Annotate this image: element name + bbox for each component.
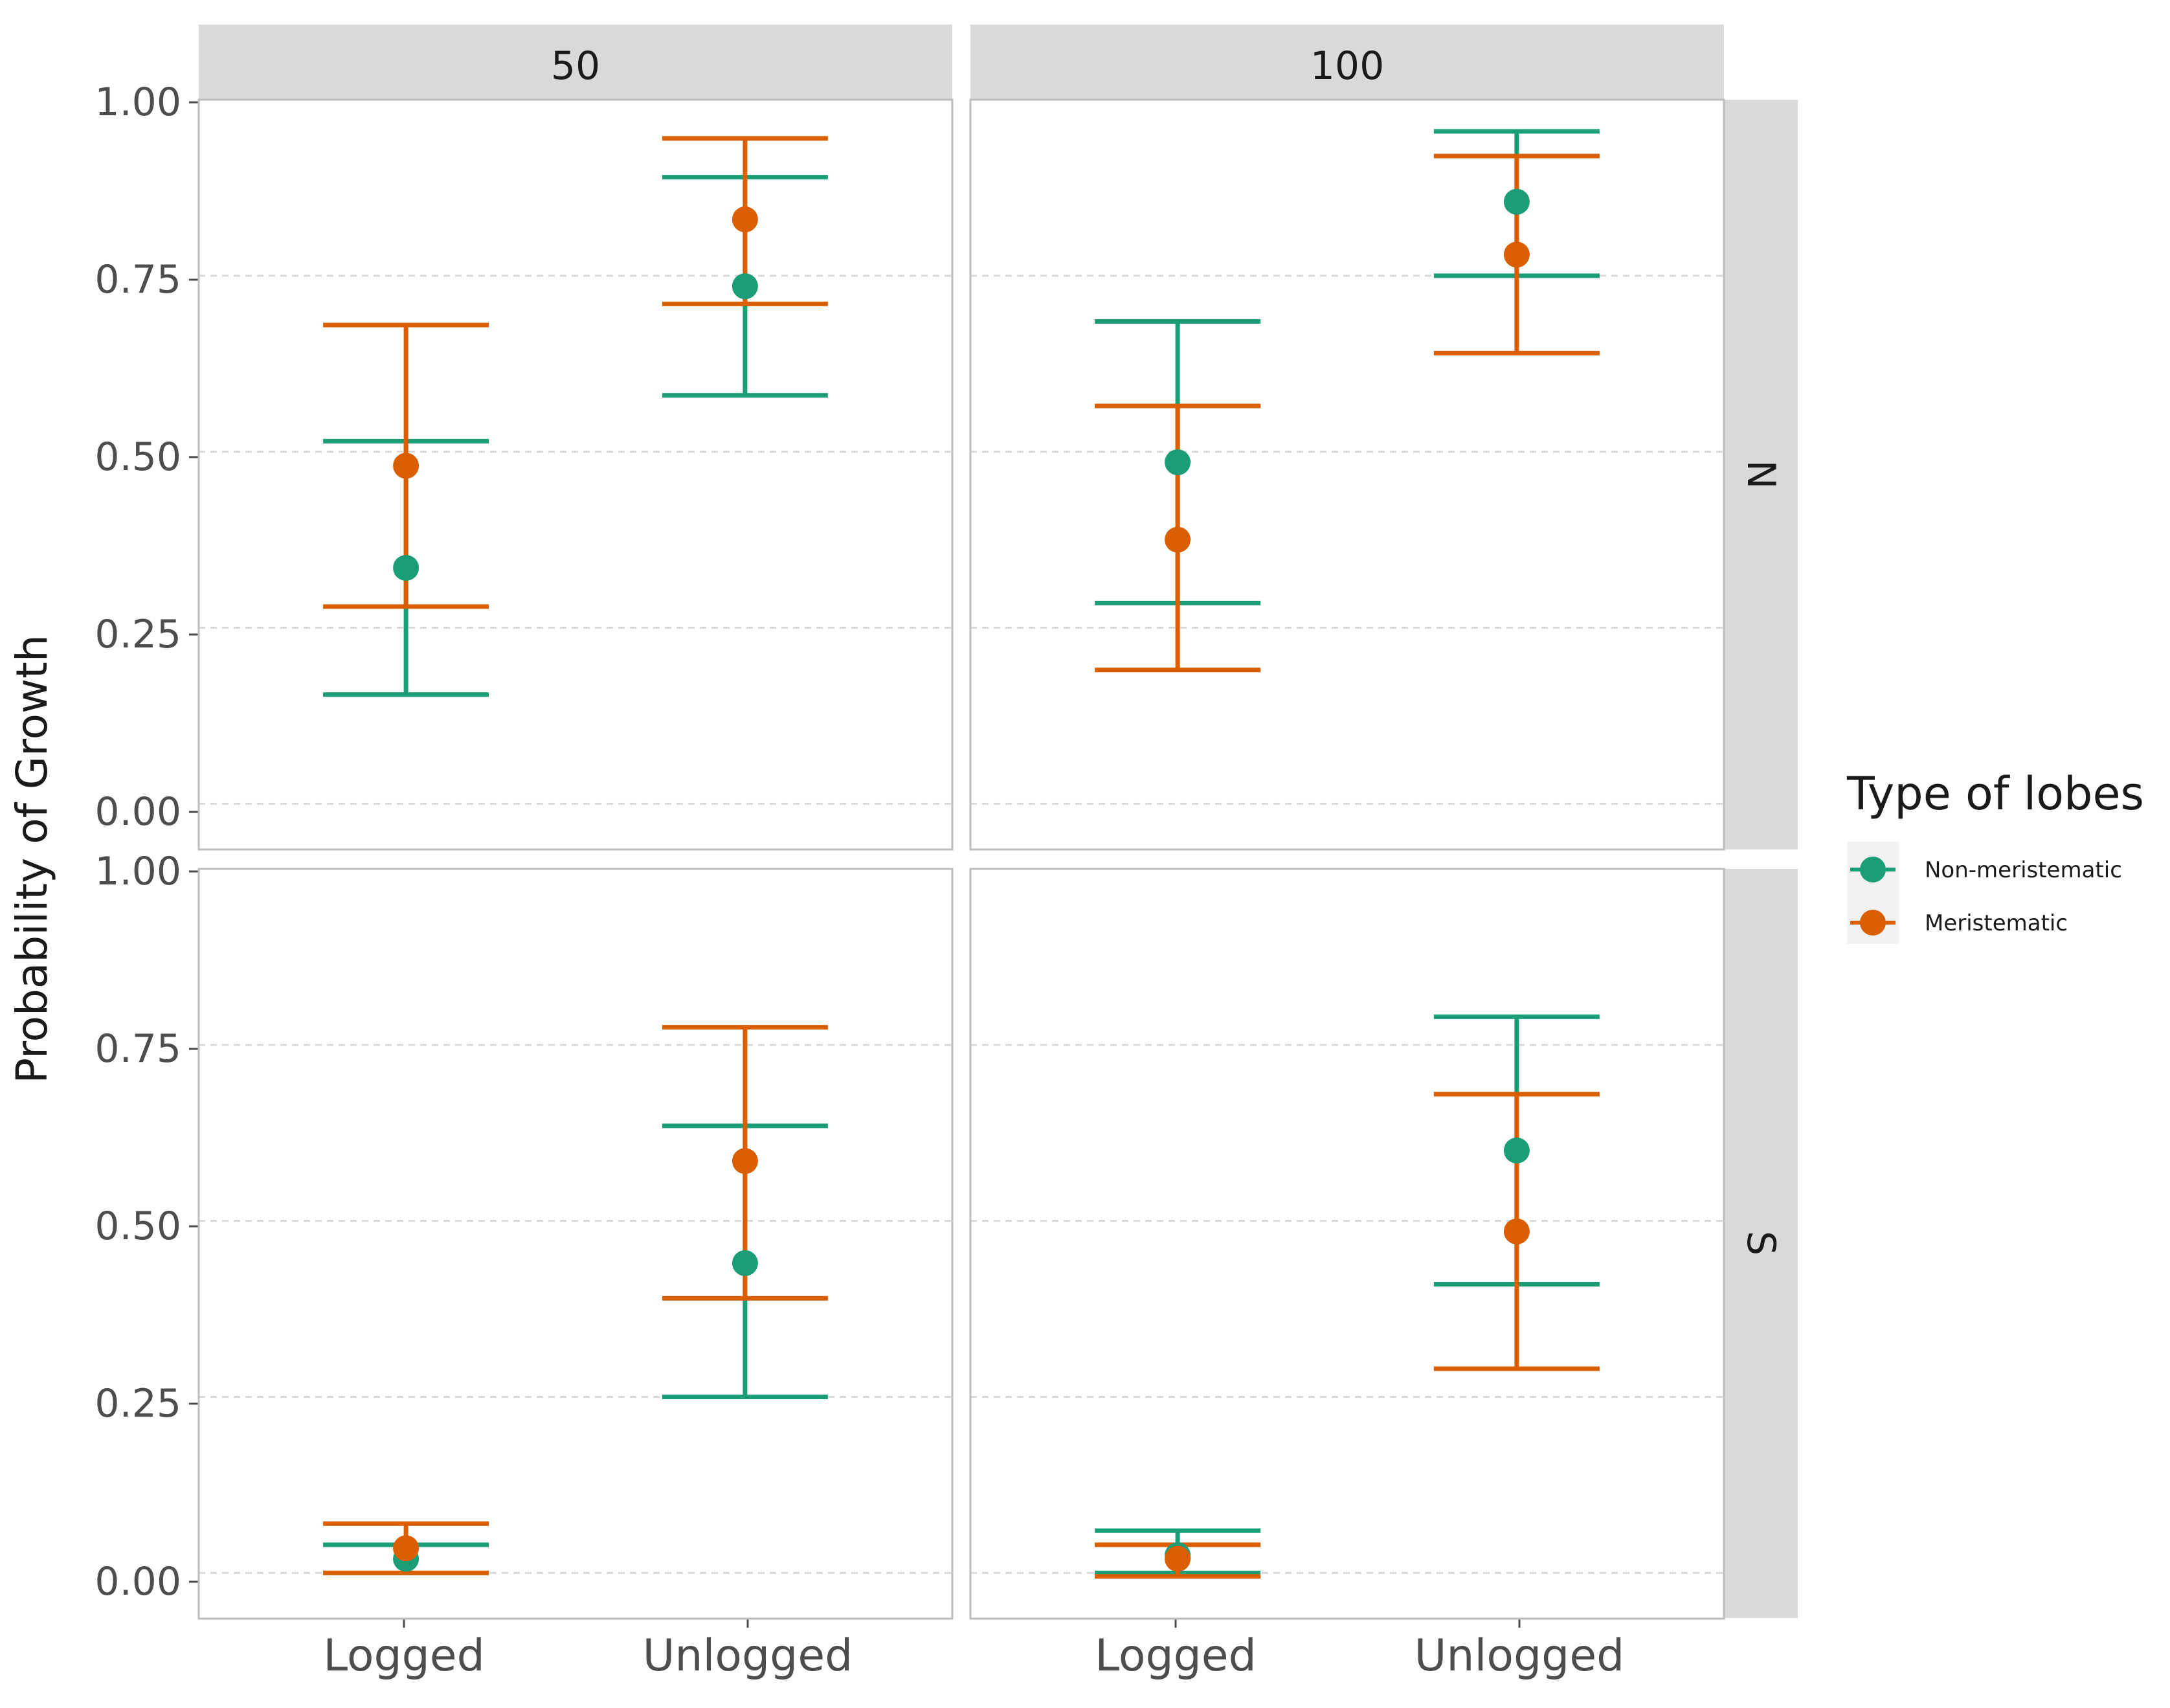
x-tick-label: Logged xyxy=(323,1630,485,1681)
legend-label-meristematic: Meristematic xyxy=(1925,910,2068,936)
data-point-non-meristematic xyxy=(393,555,419,581)
panel-background xyxy=(199,100,952,849)
panel-50-s xyxy=(197,868,954,1620)
y-axis-bottom: 0.00 0.25 0.50 0.75 1.00 xyxy=(95,849,199,1604)
strip-label-column-100: 100 xyxy=(1310,43,1385,89)
panel-background xyxy=(199,869,952,1619)
data-point-meristematic xyxy=(732,1148,758,1174)
y-tick-label: 0.00 xyxy=(95,789,181,835)
y-tick-label: 1.00 xyxy=(95,80,181,125)
data-point-non-meristematic xyxy=(732,273,758,300)
x-tick-label: Unlogged xyxy=(643,1630,853,1681)
strip-label-column-50: 50 xyxy=(551,43,600,89)
y-tick-label: 0.00 xyxy=(95,1559,181,1604)
panel-background xyxy=(970,100,1724,849)
y-tick-label: 0.25 xyxy=(95,1381,181,1426)
legend-title: Type of lobes xyxy=(1846,767,2144,820)
data-point-meristematic xyxy=(1165,1545,1191,1572)
panel-100-s xyxy=(969,868,1725,1620)
data-point-non-meristematic xyxy=(1165,449,1191,475)
legend-key-point-non-meristematic xyxy=(1860,857,1886,882)
data-point-non-meristematic xyxy=(732,1250,758,1276)
legend: Type of lobes Non-meristematic Meristema… xyxy=(1846,767,2144,944)
data-point-meristematic xyxy=(732,206,758,232)
x-tick-label: Unlogged xyxy=(1415,1630,1625,1681)
data-point-non-meristematic xyxy=(1503,188,1530,215)
x-axis: Logged Unlogged Logged Unlogged xyxy=(323,1618,1624,1681)
y-tick-label: 0.75 xyxy=(95,1026,181,1072)
y-axis-top: 0.00 0.25 0.50 0.75 1.00 xyxy=(95,80,199,835)
panel-100-n xyxy=(969,98,1725,851)
y-tick-label: 1.00 xyxy=(95,849,181,894)
data-point-meristematic xyxy=(393,1535,419,1562)
strip-row-s xyxy=(1724,869,1798,1618)
strip-column-100 xyxy=(970,25,1724,100)
panel-border xyxy=(197,98,954,851)
y-tick-label: 0.50 xyxy=(95,434,181,480)
y-tick-label: 0.25 xyxy=(95,612,181,657)
legend-label-non-meristematic: Non-meristematic xyxy=(1925,857,2122,883)
y-tick-label: 0.75 xyxy=(95,257,181,302)
data-point-meristematic xyxy=(1503,242,1530,268)
panels-layer xyxy=(197,98,1725,1620)
x-tick-label: Logged xyxy=(1095,1630,1257,1681)
panel-50-n xyxy=(197,98,954,851)
data-point-non-meristematic xyxy=(1503,1137,1530,1163)
strip-label-row-s: S xyxy=(1738,1231,1784,1255)
panel-border xyxy=(969,868,1725,1620)
y-tick-label: 0.50 xyxy=(95,1204,181,1249)
data-point-meristematic xyxy=(393,453,419,479)
panel-border xyxy=(969,98,1725,851)
panel-background xyxy=(970,869,1724,1619)
y-axis-title: Probability of Growth xyxy=(7,635,57,1083)
legend-key-point-meristematic xyxy=(1860,910,1886,936)
data-point-meristematic xyxy=(1503,1218,1530,1244)
strip-row-n xyxy=(1724,100,1798,849)
data-point-meristematic xyxy=(1165,526,1191,553)
panel-border xyxy=(197,868,954,1620)
strip-label-row-n: N xyxy=(1738,460,1784,489)
strip-column-50 xyxy=(199,25,952,100)
